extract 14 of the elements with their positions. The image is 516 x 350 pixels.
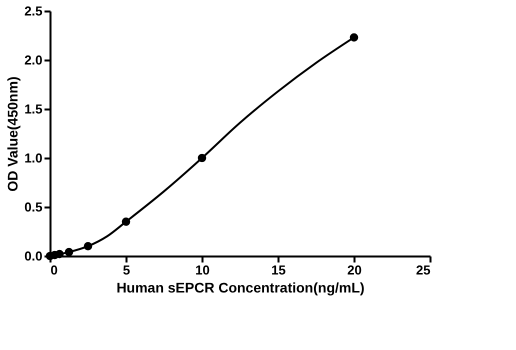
x-tick-label: 5 xyxy=(122,262,130,278)
y-tick-label: 1.0 xyxy=(24,150,42,166)
x-tick-label: 10 xyxy=(195,262,210,278)
x-tick-label: 0 xyxy=(50,262,58,278)
y-tick-label: 2.0 xyxy=(24,52,42,68)
y-tick-label: 0.5 xyxy=(24,200,42,214)
x-tick-label: 25 xyxy=(416,262,430,278)
y-tick-label: 0.0 xyxy=(24,248,42,264)
x-tick-label: 20 xyxy=(347,262,362,278)
x-tick-label: 15 xyxy=(271,262,286,278)
x-axis-title: Human sEPCR Concentration(ng/mL) xyxy=(116,280,365,296)
y-tick-label: 1.5 xyxy=(24,102,42,116)
y-tick-label: 2.5 xyxy=(24,4,42,18)
y-axis-title: OD Value(450nm) xyxy=(4,76,20,192)
